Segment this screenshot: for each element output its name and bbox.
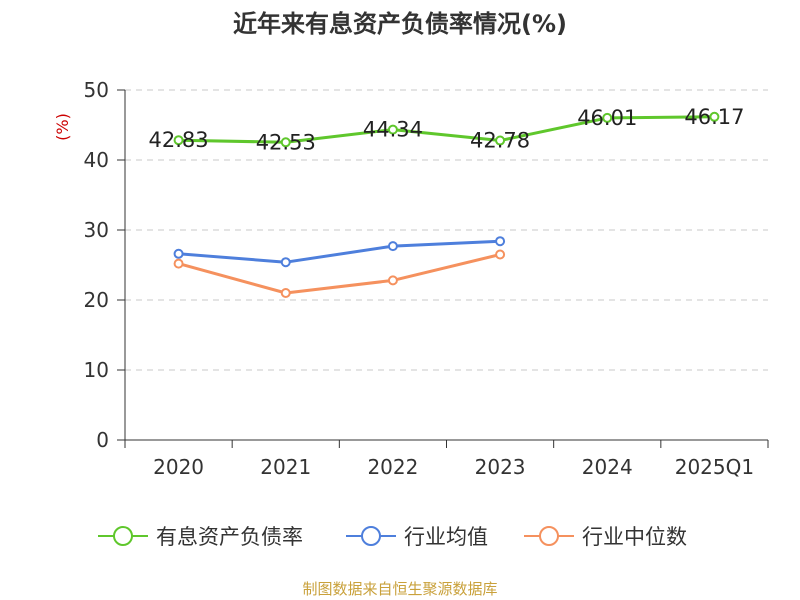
data-point[interactable]: [495, 135, 506, 146]
axis-layer: 0 10 20 30 40 50 2020 2021 2022 2023 2024 2025Q1 (%): [53, 78, 769, 479]
legend-label: 行业中位数: [582, 525, 687, 549]
legend-marker-icon: [524, 526, 574, 546]
legend-marker-icon: [98, 526, 148, 546]
data-point[interactable]: [387, 124, 398, 135]
data-point[interactable]: [387, 275, 398, 286]
y-axis-label: (%): [53, 113, 72, 141]
data-point[interactable]: [280, 257, 291, 268]
legend-label: 行业均值: [404, 525, 488, 549]
data-point[interactable]: [602, 112, 613, 123]
legend-item-series-0[interactable]: 有息资产负债率: [98, 518, 303, 554]
legend-marker-icon: [346, 526, 396, 546]
label-layer: 42.83 42.53 44.34 42.78 46.01 46.17: [149, 105, 745, 154]
data-point[interactable]: [495, 236, 506, 247]
source-note: 制图数据来自恒生聚源数据库: [302, 580, 498, 598]
data-point[interactable]: [173, 258, 184, 269]
data-label: 42.78: [470, 129, 530, 153]
x-tick-label: 2024: [582, 455, 633, 479]
legend: 有息资产负债率 行业均值 行业中位数: [0, 518, 800, 554]
data-label: 46.01: [577, 106, 637, 130]
data-point[interactable]: [280, 288, 291, 298]
y-tick-label: 40: [84, 148, 109, 172]
legend-label: 有息资产负债率: [156, 525, 303, 549]
y-tick-label: 50: [84, 78, 109, 102]
series-line-0: [178, 115, 715, 144]
series-line-2: [178, 253, 501, 295]
data-label: 42.83: [149, 128, 209, 152]
data-point[interactable]: [173, 248, 184, 259]
data-point[interactable]: [173, 135, 184, 146]
y-tick-label: 30: [84, 218, 109, 242]
grid-layer: [125, 89, 768, 371]
y-tick-label: 0: [96, 428, 109, 452]
data-label: 44.34: [363, 118, 423, 142]
data-label: 42.53: [256, 130, 316, 154]
data-point[interactable]: [387, 241, 398, 252]
legend-item-series-1[interactable]: 行业均值: [346, 518, 488, 554]
series-layer: [173, 111, 720, 298]
data-point[interactable]: [495, 249, 506, 260]
y-tick-label: 10: [84, 358, 109, 382]
legend-item-series-2[interactable]: 行业中位数: [524, 518, 687, 554]
chart-title: 近年来有息资产负债率情况(%): [233, 10, 567, 38]
x-tick-label: 2022: [367, 455, 418, 479]
x-tick-label: 2021: [260, 455, 311, 479]
data-label: 46.17: [684, 105, 744, 129]
x-tick-label: 2023: [475, 455, 526, 479]
series-line-1: [178, 239, 501, 264]
data-point[interactable]: [709, 111, 720, 122]
x-tick-label: 2025Q1: [675, 455, 754, 479]
data-point[interactable]: [280, 137, 291, 148]
y-tick-label: 20: [84, 288, 109, 312]
x-tick-label: 2020: [153, 455, 204, 479]
